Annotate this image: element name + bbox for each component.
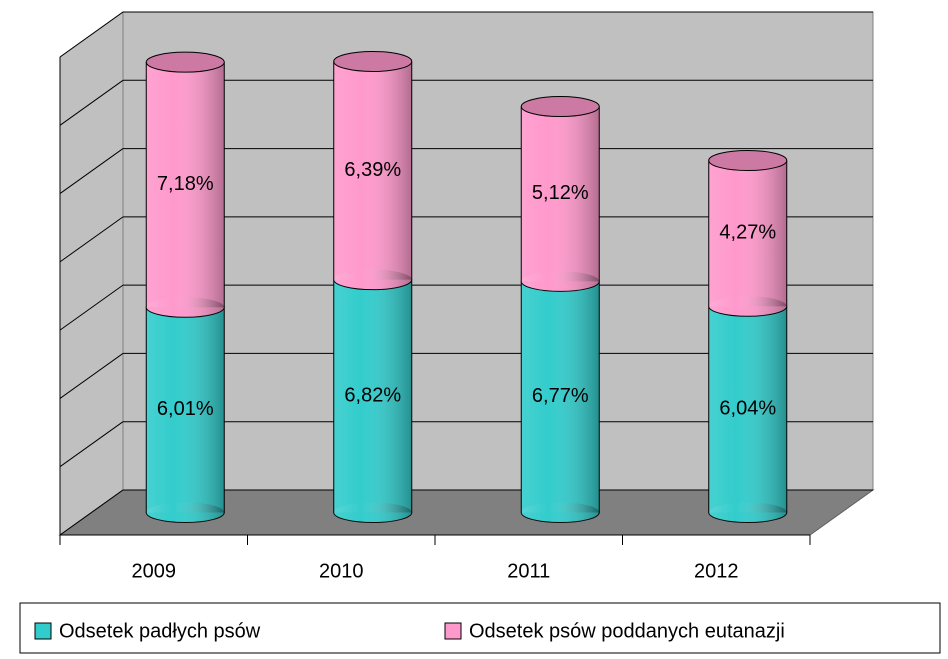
cylinder-bottom-shade [146,502,225,523]
cylinder-top-shade [333,51,412,72]
value-label: 6,77% [532,385,589,407]
value-label: 6,04% [719,398,776,420]
cylinder-shade [521,281,600,513]
cylinder-shade [146,307,225,513]
cylinder-shade [521,106,600,282]
cylinder-top [333,50,413,72]
value-label: 4,27% [719,222,776,244]
grid-line-side [59,216,124,263]
cylinder-shade [708,160,787,307]
legend-label: Odsetek padłych psów [59,620,261,642]
cylinder-top-shade [708,150,787,171]
grid-line-side [59,421,124,468]
cylinder-top-shade [521,96,600,117]
cylinder-bottom-shade [521,271,600,292]
cylinder-top [520,96,600,118]
cylinder-bottom-shade [333,502,412,523]
cylinder-bottom-shade [333,269,412,290]
value-label: 7,18% [157,173,214,195]
side-wall [59,11,124,536]
value-label: 5,12% [532,182,589,204]
cylinder-top-shade [146,52,225,73]
cylinder-top [145,51,225,73]
grid-line-side [59,489,124,536]
x-tick-label: 2012 [694,560,739,582]
x-tick-label: 2011 [507,560,550,582]
x-tick-label: 2009 [132,560,177,582]
cylinder-shade [146,62,225,308]
x-tick-label: 2010 [319,560,364,582]
value-label: 6,82% [344,384,401,406]
cylinder-bottom-shade [708,502,787,523]
value-label: 6,39% [344,159,401,181]
grid-line-side [59,284,124,331]
cylinder-shade [333,61,412,280]
legend-swatch [34,622,52,640]
cylinder-shade [333,279,412,513]
legend-swatch [444,622,462,640]
value-label: 6,01% [157,398,214,420]
grid-line-side [59,353,124,399]
legend [19,602,941,654]
cylinder-shade [708,306,787,513]
legend-label: Odsetek psów poddanych eutanazji [469,620,785,642]
cylinder-top [708,149,788,171]
grid-line-side [59,11,124,58]
grid-line-side [59,79,124,126]
grid-line-side [59,148,124,194]
cylinder-bottom-shade [146,297,225,318]
cylinder-bottom-shade [708,296,787,317]
cylinder-bottom-shade [521,502,600,523]
